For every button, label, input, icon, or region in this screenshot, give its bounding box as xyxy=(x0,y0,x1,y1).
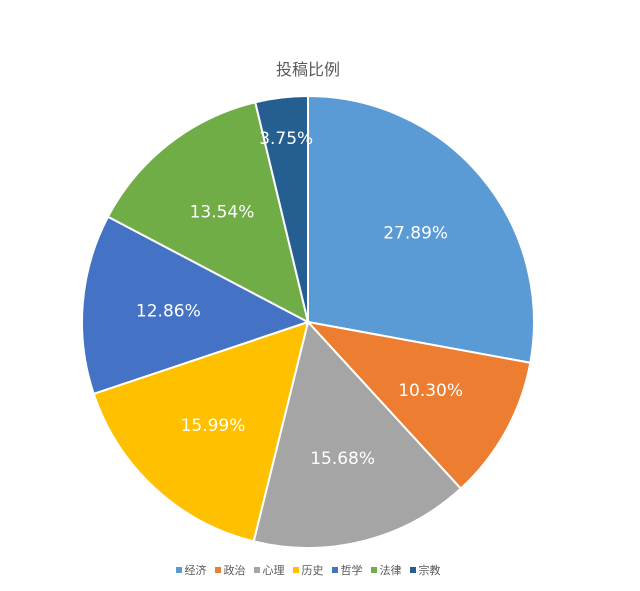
legend-item: 法律 xyxy=(370,562,402,578)
legend-swatch xyxy=(370,567,377,573)
legend-item: 宗教 xyxy=(409,562,441,578)
legend-label: 法律 xyxy=(379,564,402,577)
legend-item: 哲学 xyxy=(331,562,363,578)
legend-item: 心理 xyxy=(253,562,285,578)
data-label-1: 27.89% xyxy=(383,223,448,243)
legend-swatch xyxy=(331,567,338,573)
pie-slice-5 xyxy=(81,215,311,396)
pie-slice-6 xyxy=(106,101,310,324)
legend-swatch xyxy=(175,567,182,573)
pie-slice-1 xyxy=(307,94,535,364)
data-label-5: 12.86% xyxy=(136,302,201,322)
data-label-4: 15.99% xyxy=(181,416,246,436)
legend-label: 历史 xyxy=(301,564,324,577)
legend-item: 经济 xyxy=(175,562,207,578)
pie-slice-7 xyxy=(254,94,309,323)
pie-slice-2 xyxy=(305,320,532,490)
legend-label: 哲学 xyxy=(340,564,363,577)
data-label-3: 15.68% xyxy=(310,449,375,469)
legend-swatch xyxy=(409,567,416,573)
legend-swatch xyxy=(292,567,299,573)
legend-item: 历史 xyxy=(292,562,324,578)
legend-label: 经济 xyxy=(184,564,207,577)
legend-swatch xyxy=(253,567,260,573)
legend-label: 政治 xyxy=(223,564,246,577)
pie-slice-3 xyxy=(252,319,463,549)
chart-title: 投稿比例 xyxy=(275,60,340,79)
data-label-6: 13.54% xyxy=(190,202,255,222)
legend-item: 政治 xyxy=(214,562,246,578)
data-label-7: 3.75% xyxy=(259,129,313,149)
legend: 经济 政治 心理 历史 哲学 法律 宗教 xyxy=(0,562,616,578)
legend-swatch xyxy=(214,567,221,573)
legend-label: 心理 xyxy=(262,564,285,577)
legend-label: 宗教 xyxy=(418,564,441,577)
data-label-2: 10.30% xyxy=(398,381,463,401)
